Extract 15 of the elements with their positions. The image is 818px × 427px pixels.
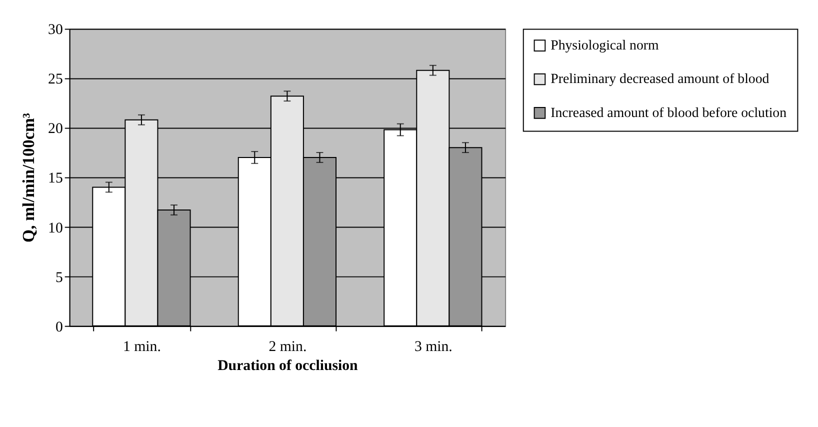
- y-tick-label: 25: [48, 72, 63, 88]
- x-tick-label: 2 min.: [268, 339, 307, 356]
- legend-label: Physiological norm: [550, 38, 660, 53]
- legend-label: Increased amount of blood before oclution: [550, 104, 787, 120]
- legend-label: Preliminary decreased amount of blood: [550, 71, 770, 86]
- x-axis-title: Duration of occliusion: [218, 358, 359, 374]
- y-tick-label: 30: [48, 22, 63, 38]
- y-tick-label: 5: [55, 270, 63, 286]
- y-tick-label: 0: [55, 319, 63, 336]
- y-tick-label: 20: [48, 121, 63, 138]
- y-tick-label: 10: [48, 220, 63, 236]
- y-axis-title: Q, ml/min/100cm³: [19, 113, 38, 242]
- x-tick-label: 1 min.: [122, 339, 161, 356]
- x-tick-label: 3 min.: [414, 339, 452, 356]
- y-tick-label: 15: [48, 170, 63, 187]
